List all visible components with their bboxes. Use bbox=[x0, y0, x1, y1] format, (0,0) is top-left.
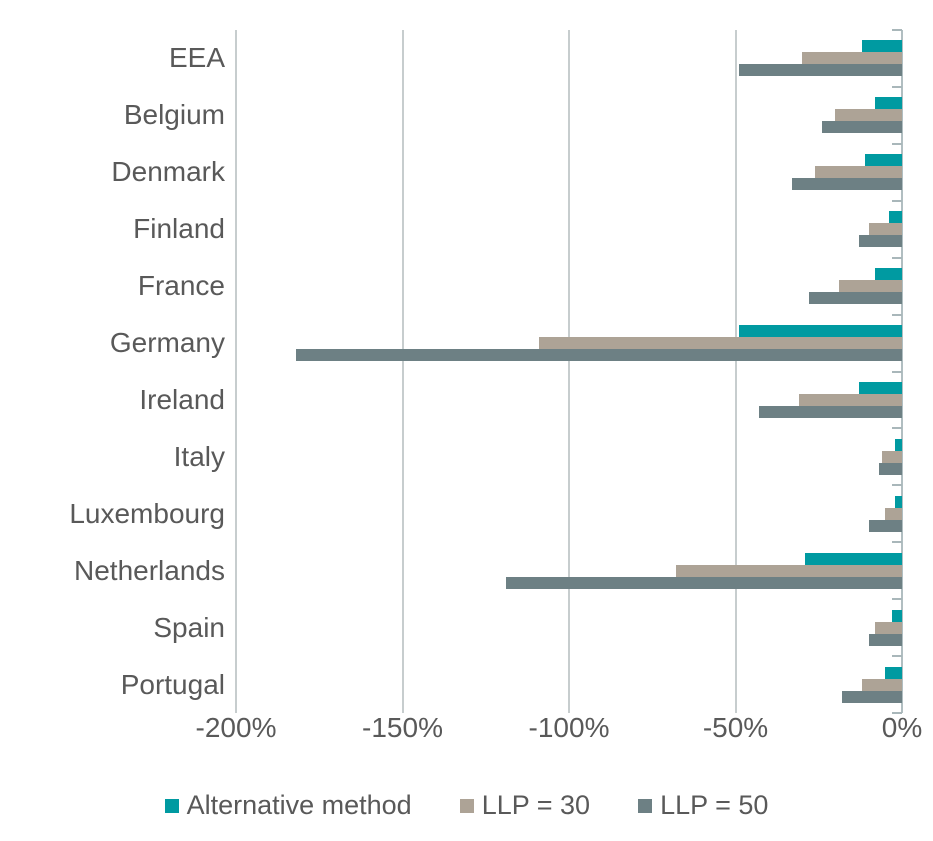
gridline bbox=[401, 30, 404, 713]
gridline bbox=[568, 30, 570, 713]
axis-tick bbox=[892, 142, 902, 145]
bar-luxembourg-llp-30 bbox=[885, 507, 902, 520]
bar-belgium-llp-30 bbox=[835, 109, 902, 122]
bar-netherlands-llp-30 bbox=[675, 564, 902, 577]
plot-area bbox=[235, 29, 903, 714]
legend-label: LLP = 30 bbox=[481, 790, 591, 820]
x-axis-label: -150% bbox=[362, 712, 443, 743]
legend-swatch-icon bbox=[638, 798, 653, 813]
y-axis-label-denmark: Denmark bbox=[111, 156, 225, 188]
y-axis-label-finland: Finland bbox=[133, 213, 225, 245]
bar-france-llp-30 bbox=[838, 280, 902, 293]
legend-item-alternative-method: Alternative method bbox=[164, 790, 412, 821]
y-axis-label-netherlands: Netherlands bbox=[74, 554, 225, 586]
legend-label: Alternative method bbox=[186, 790, 412, 820]
bar-spain-llp-30 bbox=[875, 621, 902, 634]
bar-denmark-llp-50 bbox=[792, 178, 902, 191]
bar-finland-alternative-method bbox=[888, 211, 902, 224]
legend-item-llp-30: LLP = 30 bbox=[459, 790, 591, 821]
y-axis-label-luxembourg: Luxembourg bbox=[69, 497, 225, 529]
y-axis-label-portugal: Portugal bbox=[120, 668, 225, 700]
bar-eea-llp-30 bbox=[802, 52, 902, 65]
bar-finland-llp-50 bbox=[858, 235, 902, 248]
legend-label: LLP = 50 bbox=[660, 790, 769, 820]
bar-denmark-llp-30 bbox=[815, 166, 902, 179]
bar-belgium-llp-50 bbox=[822, 121, 902, 134]
bar-germany-alternative-method bbox=[738, 325, 902, 338]
x-axis-label: -200% bbox=[195, 712, 277, 743]
y-axis-label-spain: Spain bbox=[153, 611, 225, 643]
x-axis-label: 0% bbox=[881, 712, 923, 743]
axis-tick bbox=[892, 712, 902, 714]
axis-tick bbox=[892, 655, 902, 658]
bar-netherlands-alternative-method bbox=[805, 552, 902, 565]
bar-portugal-alternative-method bbox=[885, 666, 902, 679]
axis-tick bbox=[892, 85, 902, 88]
axis-tick bbox=[892, 541, 902, 544]
axis-tick bbox=[892, 199, 902, 202]
bar-ireland-llp-50 bbox=[758, 405, 902, 418]
bar-luxembourg-alternative-method bbox=[895, 495, 902, 508]
y-axis-label-eea: EEA bbox=[168, 42, 225, 74]
axis-tick bbox=[892, 29, 902, 31]
bar-italy-llp-30 bbox=[882, 450, 902, 463]
axis-tick bbox=[892, 370, 902, 373]
bar-ireland-alternative-method bbox=[858, 381, 902, 394]
bar-portugal-llp-30 bbox=[862, 678, 902, 691]
bar-spain-llp-50 bbox=[868, 633, 902, 646]
bar-belgium-alternative-method bbox=[875, 97, 902, 110]
legend-swatch-icon bbox=[459, 798, 474, 813]
bar-eea-alternative-method bbox=[862, 40, 902, 53]
bar-germany-llp-30 bbox=[539, 337, 902, 350]
bar-eea-llp-50 bbox=[738, 64, 902, 77]
legend: Alternative method LLP = 30 LLP = 50 bbox=[0, 790, 933, 821]
bar-germany-llp-50 bbox=[295, 349, 902, 362]
y-axis-label-france: France bbox=[137, 270, 225, 302]
bar-portugal-llp-50 bbox=[842, 690, 902, 703]
axis-tick bbox=[892, 598, 902, 601]
legend-swatch-icon bbox=[164, 798, 179, 813]
axis-tick bbox=[892, 427, 902, 430]
bar-netherlands-llp-50 bbox=[505, 576, 902, 589]
gridline bbox=[734, 30, 737, 713]
bar-france-alternative-method bbox=[875, 268, 902, 281]
axis-tick bbox=[892, 313, 902, 316]
bar-denmark-alternative-method bbox=[865, 154, 902, 167]
axis-tick bbox=[892, 256, 902, 259]
y-axis-label-italy: Italy bbox=[173, 440, 225, 472]
bar-italy-llp-50 bbox=[878, 462, 902, 475]
x-axis-label: -50% bbox=[702, 712, 769, 743]
bar-luxembourg-llp-50 bbox=[868, 519, 902, 532]
y-axis-label-ireland: Ireland bbox=[139, 383, 225, 415]
y-axis-label-belgium: Belgium bbox=[123, 99, 225, 131]
axis-tick bbox=[892, 484, 902, 487]
y-axis-label-germany: Germany bbox=[109, 327, 225, 359]
x-axis-label: -100% bbox=[528, 712, 610, 743]
bar-france-llp-50 bbox=[808, 292, 902, 305]
value-axis-line bbox=[901, 30, 903, 713]
bar-ireland-llp-30 bbox=[798, 393, 902, 406]
legend-item-llp-50: LLP = 50 bbox=[638, 790, 768, 821]
bar-finland-llp-30 bbox=[868, 223, 902, 236]
gridline bbox=[235, 30, 237, 713]
bar-italy-alternative-method bbox=[895, 438, 902, 451]
bar-spain-alternative-method bbox=[892, 609, 902, 622]
